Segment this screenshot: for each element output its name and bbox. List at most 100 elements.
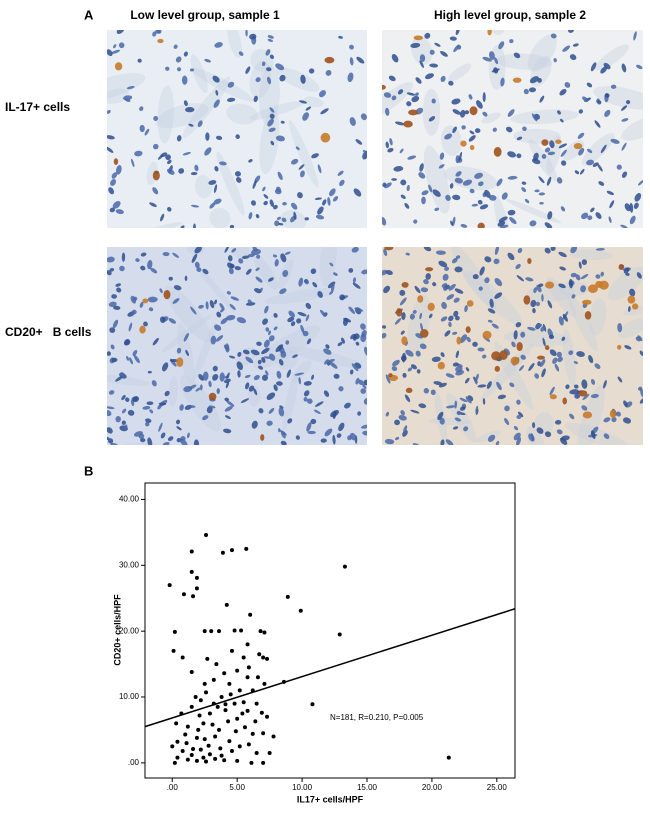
nucleus xyxy=(248,212,253,220)
nucleus xyxy=(248,159,253,163)
tissue xyxy=(258,65,280,126)
nucleus xyxy=(270,140,275,146)
nucleus xyxy=(448,315,454,322)
nucleus xyxy=(213,99,220,108)
nucleus xyxy=(486,381,492,389)
stained-cell xyxy=(466,300,474,307)
nucleus xyxy=(452,126,457,134)
nucleus xyxy=(524,198,530,204)
nucleus xyxy=(440,75,446,82)
nucleus xyxy=(537,283,544,287)
nucleus xyxy=(268,277,274,282)
nucleus xyxy=(277,171,283,181)
nucleus xyxy=(269,113,275,119)
nucleus xyxy=(534,189,540,193)
point xyxy=(254,701,259,706)
point xyxy=(265,714,270,719)
nucleus xyxy=(305,302,312,310)
nucleus xyxy=(165,66,170,71)
nucleus xyxy=(115,375,124,382)
nucleus xyxy=(446,294,455,300)
nucleus xyxy=(333,272,338,276)
nucleus xyxy=(454,417,462,422)
nucleus xyxy=(349,369,354,375)
point xyxy=(196,727,201,732)
point xyxy=(167,583,172,588)
tissue xyxy=(567,291,599,352)
nucleus xyxy=(559,89,567,96)
nucleus xyxy=(108,187,115,195)
nucleus xyxy=(121,252,126,262)
nucleus xyxy=(452,257,458,264)
point xyxy=(206,743,211,748)
nucleus xyxy=(403,425,408,433)
nucleus xyxy=(448,321,452,328)
nucleus xyxy=(225,381,230,389)
nucleus xyxy=(137,58,142,63)
nucleus xyxy=(338,35,343,39)
nucleus xyxy=(400,194,406,200)
nucleus xyxy=(639,350,643,356)
nucleus xyxy=(304,279,309,285)
nucleus xyxy=(204,147,212,156)
nucleus xyxy=(580,273,589,280)
nucleus xyxy=(113,305,121,310)
nucleus xyxy=(347,435,352,441)
tissue xyxy=(286,346,363,368)
tissue xyxy=(546,276,577,317)
nucleus xyxy=(224,247,230,253)
nucleus xyxy=(558,143,568,149)
nucleus xyxy=(135,258,140,262)
nucleus xyxy=(391,54,399,63)
nucleus xyxy=(131,309,137,315)
nucleus xyxy=(361,269,367,275)
nucleus xyxy=(621,118,629,122)
nucleus xyxy=(453,310,459,317)
nucleus xyxy=(586,159,595,166)
nucleus xyxy=(595,248,605,251)
nucleus xyxy=(429,63,439,68)
x-tick-label: 20.00 xyxy=(422,783,443,792)
point xyxy=(237,688,242,693)
nucleus xyxy=(544,222,553,228)
point xyxy=(211,701,216,706)
nucleus xyxy=(194,261,200,269)
point xyxy=(235,716,240,721)
nucleus xyxy=(541,154,547,159)
nucleus xyxy=(247,253,256,258)
point xyxy=(219,695,224,700)
nucleus xyxy=(353,333,360,340)
nucleus xyxy=(144,128,150,136)
nucleus xyxy=(603,379,607,389)
stained-cell xyxy=(627,295,636,304)
nucleus xyxy=(519,365,525,372)
nucleus xyxy=(609,200,615,209)
nucleus xyxy=(582,393,590,401)
nucleus xyxy=(189,68,195,72)
nucleus xyxy=(251,200,256,206)
nucleus xyxy=(430,389,436,396)
nucleus xyxy=(560,435,570,441)
nucleus xyxy=(147,260,153,270)
point xyxy=(223,708,228,713)
nucleus xyxy=(263,356,271,359)
nucleus xyxy=(162,441,170,445)
point xyxy=(267,750,272,755)
point xyxy=(222,671,227,676)
nucleus xyxy=(204,58,212,63)
nucleus xyxy=(348,268,354,273)
stained-cell xyxy=(609,409,617,419)
nucleus xyxy=(214,42,223,48)
nucleus xyxy=(494,278,503,287)
stained-cell xyxy=(417,295,424,303)
nucleus xyxy=(586,82,593,88)
nucleus xyxy=(193,439,200,445)
nucleus xyxy=(576,351,585,358)
nucleus xyxy=(300,74,306,84)
nucleus xyxy=(516,275,525,282)
tissue xyxy=(193,261,236,313)
nucleus xyxy=(544,147,551,153)
nucleus xyxy=(484,277,490,284)
nucleus xyxy=(522,126,527,132)
point xyxy=(342,564,347,569)
